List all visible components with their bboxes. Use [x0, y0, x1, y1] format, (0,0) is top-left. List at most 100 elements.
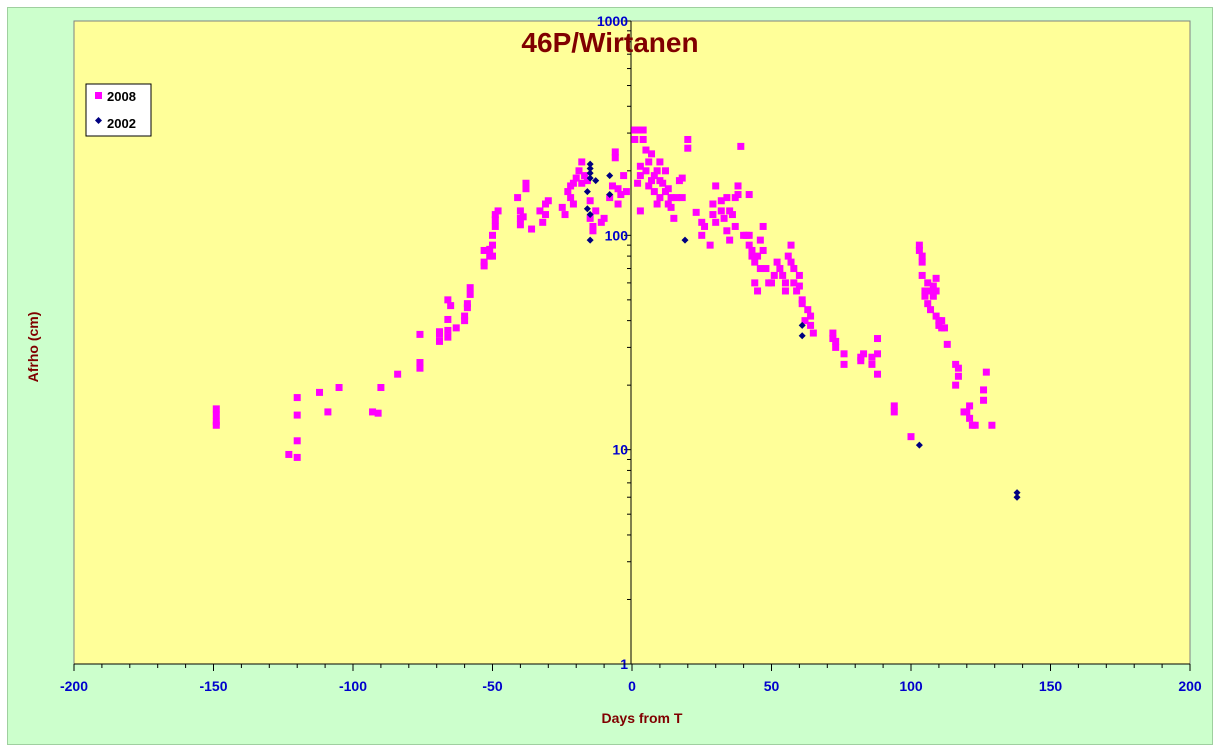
point-2008 [374, 409, 382, 417]
point-2008 [648, 150, 656, 158]
point-2008 [614, 200, 622, 208]
point-2002 [586, 174, 594, 182]
point-2008 [447, 302, 455, 310]
point-2008 [795, 271, 803, 279]
point-2008 [731, 222, 739, 230]
point-2008 [829, 329, 837, 337]
point-2008 [659, 179, 667, 187]
point-2008 [642, 167, 650, 175]
point-2008 [927, 306, 935, 314]
point-2008 [461, 317, 469, 325]
point-2008 [600, 214, 608, 222]
point-2008 [890, 408, 898, 416]
point-2008 [966, 402, 974, 410]
point-2008 [567, 194, 575, 202]
point-2008 [726, 236, 734, 244]
point-2008 [890, 402, 898, 410]
point-2008 [212, 405, 220, 413]
point-2008 [664, 185, 672, 193]
point-2008 [653, 167, 661, 175]
point-2008 [857, 357, 865, 365]
point-2008 [770, 271, 778, 279]
point-2008 [486, 245, 494, 253]
point-2008 [583, 177, 591, 185]
point-2008 [756, 236, 764, 244]
x-tick-label: -200 [60, 678, 88, 694]
legend: 2008 2002 [85, 83, 152, 137]
point-2008 [491, 222, 499, 230]
point-2008 [963, 408, 971, 416]
point-2008 [781, 279, 789, 287]
point-2008 [787, 258, 795, 266]
point-2008 [759, 222, 767, 230]
point-2002 [606, 172, 614, 180]
point-2008 [586, 214, 594, 222]
point-2008 [522, 179, 530, 187]
legend-marker-2008 [95, 92, 102, 99]
point-2008 [840, 350, 848, 358]
point-2008 [444, 296, 452, 304]
point-2008 [723, 227, 731, 235]
point-2008 [932, 287, 940, 295]
point-2008 [748, 246, 756, 254]
point-2008 [480, 258, 488, 266]
point-2008 [929, 282, 937, 290]
point-2008 [918, 252, 926, 260]
point-2008 [516, 221, 524, 229]
point-2008 [586, 197, 594, 205]
chart-title: 46P/Wirtanen [521, 27, 698, 58]
point-2008 [726, 207, 734, 215]
point-2008 [988, 421, 996, 429]
point-2008 [754, 287, 762, 295]
point-2008 [798, 296, 806, 304]
point-2008 [787, 241, 795, 249]
point-2008 [734, 191, 742, 199]
point-2008 [614, 185, 622, 193]
point-2008 [918, 258, 926, 266]
point-2002 [798, 332, 806, 340]
point-2008 [737, 142, 745, 150]
point-2008 [416, 359, 424, 367]
point-2008 [678, 174, 686, 182]
x-tick-label: 0 [628, 678, 636, 694]
x-tick-label: -150 [199, 678, 227, 694]
point-2008 [650, 172, 658, 180]
point-2008 [575, 167, 583, 175]
point-2008 [212, 421, 220, 429]
x-axis: -200 -150 -100 -50 0 50 100 150 200 [60, 663, 1202, 694]
point-2008 [748, 252, 756, 260]
point-2008 [489, 241, 496, 249]
point-2008 [762, 265, 770, 273]
legend-marker-2002 [95, 117, 102, 124]
point-2008 [684, 144, 692, 152]
legend-label-2008: 2008 [107, 89, 136, 104]
point-2008 [631, 135, 639, 143]
plot-area [73, 20, 1191, 665]
point-2008 [929, 292, 937, 300]
point-2008 [444, 333, 452, 341]
point-2008 [701, 222, 709, 230]
x-tick-label: 200 [1178, 678, 1202, 694]
point-2002 [586, 160, 594, 168]
point-2008 [561, 211, 569, 219]
point-2002 [915, 441, 923, 449]
point-2008 [801, 317, 809, 325]
point-2008 [645, 182, 653, 190]
point-2008 [480, 246, 488, 254]
point-2008 [670, 214, 678, 222]
point-2008 [589, 227, 597, 235]
point-2008 [569, 179, 577, 187]
point-2008 [611, 154, 619, 162]
point-2008 [636, 207, 644, 215]
y-axis-title: Afrho (cm) [25, 312, 41, 383]
point-2008 [639, 126, 647, 134]
x-tick-label: 150 [1039, 678, 1063, 694]
point-2008 [544, 197, 552, 205]
point-2002 [586, 165, 594, 173]
point-2008 [759, 246, 767, 254]
point-2008 [452, 324, 460, 332]
point-2008 [489, 231, 496, 239]
point-2008 [784, 252, 792, 260]
point-2008 [444, 326, 452, 334]
